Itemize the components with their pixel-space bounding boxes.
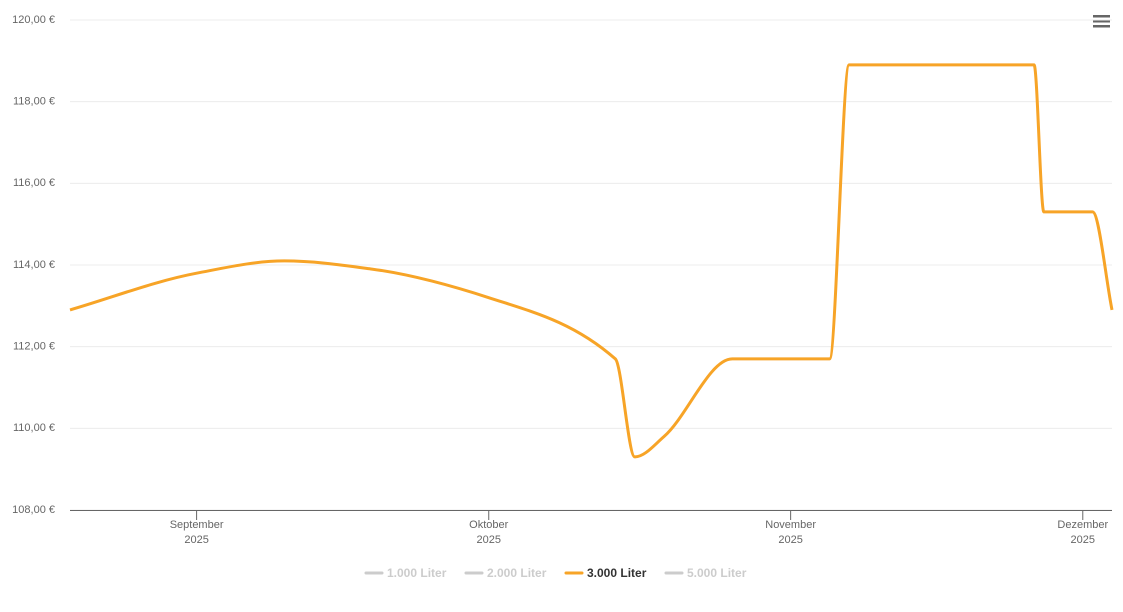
legend-item[interactable]: 3.000 Liter bbox=[587, 566, 647, 580]
y-tick-label: 118,00 € bbox=[13, 96, 55, 108]
line-series bbox=[69, 63, 1114, 459]
menu-bar bbox=[1093, 25, 1110, 28]
menu-bar bbox=[1093, 15, 1110, 18]
menu-bar bbox=[1093, 20, 1110, 23]
y-tick-label: 110,00 € bbox=[13, 422, 55, 434]
x-tick-label: Oktober 2025 bbox=[469, 519, 509, 546]
x-tick-label: Dezember 2025 bbox=[1057, 519, 1109, 546]
y-tick-label: 114,00 € bbox=[13, 259, 55, 271]
y-tick-label: 112,00 € bbox=[13, 341, 55, 353]
legend-item[interactable]: 2.000 Liter bbox=[487, 566, 547, 580]
y-tick-label: 108,00 € bbox=[12, 504, 55, 516]
y-tick-label: 120,00 € bbox=[12, 14, 55, 26]
legend-item[interactable]: 1.000 Liter bbox=[387, 566, 447, 580]
x-tick-label: November 2025 bbox=[765, 519, 816, 546]
x-tick-label: September 2025 bbox=[169, 519, 224, 546]
legend-item[interactable]: 5.000 Liter bbox=[687, 566, 747, 580]
menu-icon[interactable] bbox=[1093, 15, 1110, 28]
y-tick-label: 116,00 € bbox=[13, 177, 55, 189]
